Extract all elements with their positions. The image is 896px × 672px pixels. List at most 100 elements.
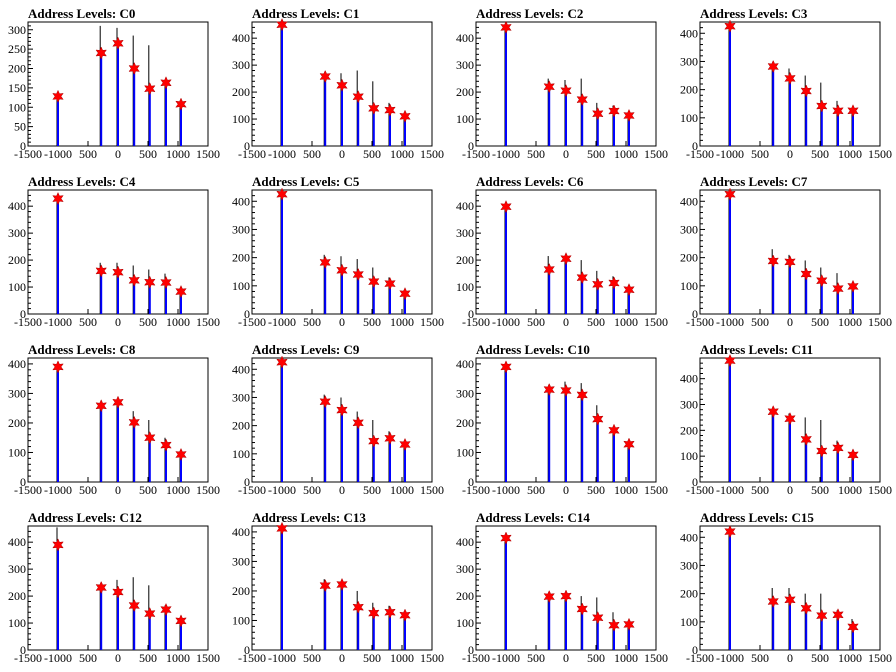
peak-marker	[399, 608, 411, 622]
y-tick-label: 300	[680, 398, 698, 412]
peak-marker	[160, 438, 172, 452]
peak-marker	[832, 608, 844, 622]
y-tick-label: 150	[8, 81, 26, 95]
histogram-panel: Address Levels: C0 0 50 100 150 200 250 300 -150…	[0, 0, 224, 168]
peak-marker	[144, 431, 156, 445]
y-tick-label: 300	[232, 222, 250, 236]
peak-marker	[608, 423, 620, 437]
x-tick-label: -1000	[268, 315, 296, 329]
y-tick-label: 0	[20, 139, 26, 153]
x-tick-label: 1000	[166, 651, 190, 665]
x-tick-label: 500	[363, 315, 381, 329]
y-tick-label: 0	[468, 475, 474, 489]
peak-marker	[500, 200, 512, 214]
y-tick-label: 300	[456, 58, 474, 72]
peak-marker	[543, 589, 555, 604]
panel-title: Address Levels: C6	[476, 174, 584, 189]
y-tick-label: 400	[680, 530, 698, 544]
y-tick-label: 300	[8, 562, 26, 576]
peak-marker	[816, 444, 828, 458]
x-tick-label: 500	[751, 315, 769, 329]
y-tick-label: 0	[692, 139, 698, 153]
histogram-plot: 0 100 200 300 400 -1500 -1000 500 0 500 1000 1500	[456, 189, 668, 329]
x-tick-label: 1500	[196, 315, 220, 329]
peak-marker	[560, 84, 572, 98]
peak-marker	[724, 187, 736, 201]
peak-marker	[112, 265, 124, 279]
x-tick-label: 1500	[196, 483, 220, 497]
x-tick-label: -1500	[238, 147, 266, 161]
histogram-plot: 0 100 200 300 400 -1500 -1000 500 0 500 1000 1500	[8, 357, 220, 497]
y-tick-label: 200	[8, 62, 26, 76]
y-tick-label: 200	[8, 589, 26, 603]
y-tick-label: 0	[468, 307, 474, 321]
x-tick-label: -1000	[716, 483, 744, 497]
peak-marker	[543, 262, 555, 277]
x-tick-label: -1000	[44, 315, 72, 329]
peak-marker	[832, 281, 844, 296]
x-tick-label: 1000	[166, 315, 190, 329]
x-tick-label: 0	[339, 147, 345, 161]
histogram-panel: Address Levels: C5 0 100 200 300 400 -1500 -100…	[224, 168, 448, 336]
panel-title: Address Levels: C5	[252, 174, 360, 189]
peak-marker	[95, 264, 107, 278]
x-tick-label: 500	[303, 483, 321, 497]
peak-marker	[175, 614, 187, 628]
panel-title: Address Levels: C3	[700, 6, 808, 21]
histogram-panel: Address Levels: C10 0 100 200 300 400 -1500 -10…	[448, 336, 672, 504]
histogram-plot: 0 50 100 150 200 250 300 -1500 -1000 500 0 500 1000 1…	[8, 21, 220, 161]
peak-marker	[784, 593, 796, 607]
peak-marker	[160, 275, 172, 290]
y-tick-label: 200	[456, 85, 474, 99]
x-tick-label: -1500	[462, 651, 490, 665]
histogram-plot: 0 100 200 300 400 -1500 -1000 500 0 500 1000 1500	[680, 524, 892, 665]
peak-marker	[724, 353, 736, 368]
y-tick-label: 400	[680, 194, 698, 208]
peak-marker	[576, 270, 588, 285]
x-tick-label: -1000	[268, 147, 296, 161]
y-tick-label: 100	[232, 613, 250, 627]
x-tick-label: 500	[363, 147, 381, 161]
peak-marker	[336, 577, 348, 592]
x-tick-label: 1000	[390, 651, 414, 665]
peak-marker	[784, 255, 796, 269]
y-tick-label: 0	[20, 475, 26, 489]
peak-marker	[800, 267, 812, 281]
x-tick-label: 1500	[644, 651, 668, 665]
peak-marker	[592, 412, 604, 426]
x-tick-label: -1000	[492, 483, 520, 497]
peak-marker	[724, 19, 736, 33]
y-tick-label: 200	[680, 423, 698, 437]
x-tick-label: 500	[303, 651, 321, 665]
x-tick-label: 1000	[614, 651, 638, 665]
y-tick-label: 300	[8, 226, 26, 240]
peak-marker	[319, 255, 331, 270]
peak-marker	[384, 605, 396, 619]
peak-marker	[784, 412, 796, 426]
peak-marker	[276, 18, 288, 32]
x-tick-label: -1500	[462, 315, 490, 329]
x-tick-label: -1000	[44, 483, 72, 497]
peak-marker	[95, 399, 107, 413]
peak-marker	[543, 80, 555, 94]
peak-marker	[623, 617, 635, 632]
x-tick-label: 0	[563, 147, 569, 161]
x-tick-label: 500	[751, 651, 769, 665]
peak-marker	[144, 606, 156, 621]
x-tick-label: 500	[79, 483, 97, 497]
y-tick-label: 400	[232, 194, 250, 208]
x-tick-label: 1500	[420, 315, 444, 329]
y-tick-label: 400	[680, 372, 698, 386]
x-tick-label: 500	[79, 315, 97, 329]
y-tick-label: 100	[8, 445, 26, 459]
peak-marker	[816, 608, 828, 623]
peak-marker	[384, 103, 396, 117]
peak-marker	[847, 620, 859, 634]
x-tick-label: -1000	[268, 651, 296, 665]
x-tick-label: 1500	[420, 651, 444, 665]
x-tick-label: -1000	[44, 147, 72, 161]
peak-marker	[592, 611, 604, 625]
x-tick-label: 1000	[614, 315, 638, 329]
peak-marker	[336, 78, 348, 92]
